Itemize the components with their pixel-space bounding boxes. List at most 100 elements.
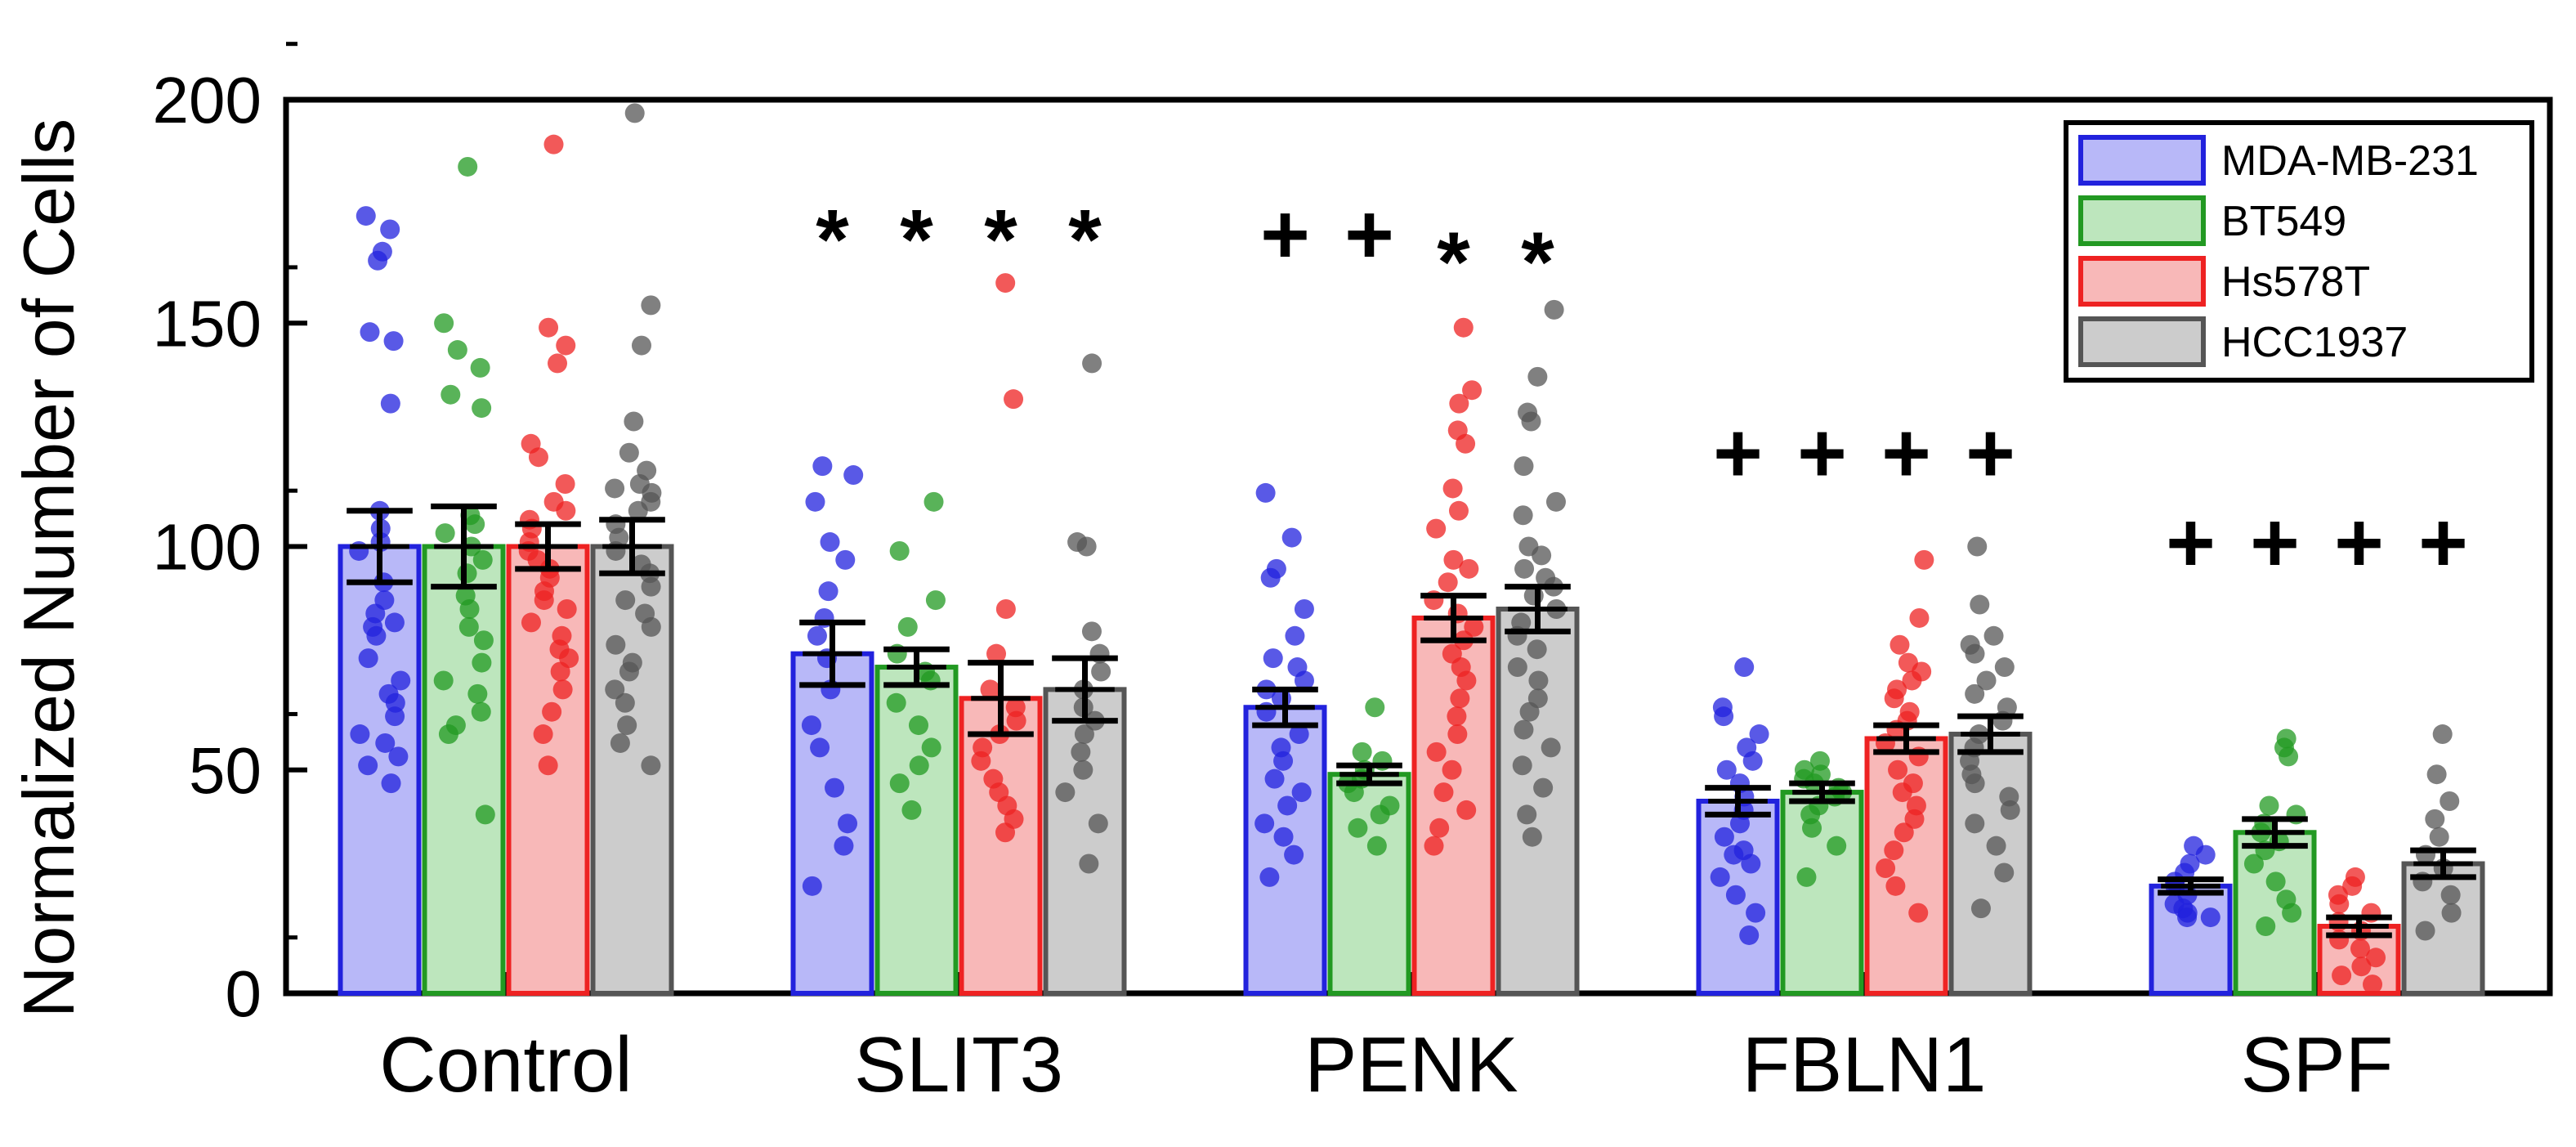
data-point [1970, 898, 1991, 919]
data-point [375, 733, 396, 753]
data-point [1456, 433, 1476, 454]
data-point [1741, 854, 1761, 874]
significance-marker: * [900, 193, 933, 288]
data-point [986, 643, 1007, 664]
data-point [1527, 366, 1548, 387]
data-point [1894, 822, 1914, 843]
bar-hs578t-penk [1411, 615, 1496, 996]
data-point [2000, 800, 2020, 820]
data-point [1071, 742, 1091, 762]
data-point [1076, 536, 1097, 557]
data-point [605, 679, 625, 700]
data-point [1970, 594, 1990, 615]
data-point [810, 737, 830, 758]
data-point [995, 599, 1016, 620]
data-point [521, 612, 541, 633]
data-point [1908, 903, 1929, 923]
data-point [1433, 782, 1454, 803]
data-point [1541, 737, 1561, 758]
data-point [465, 514, 485, 535]
legend-label-hs578t: Hs578T [2221, 258, 2370, 306]
x-tick-label-control: Control [379, 1021, 632, 1109]
data-point [2366, 948, 2386, 968]
data-point [384, 612, 405, 633]
data-point [838, 813, 858, 834]
significance-marker: * [1068, 193, 1102, 288]
data-point [1904, 809, 1925, 829]
data-point [1967, 536, 1988, 557]
data-point [1527, 639, 1547, 660]
x-tick-label-penk: PENK [1304, 1021, 1518, 1109]
data-point [1514, 456, 1534, 477]
data-point [1091, 661, 1111, 682]
data-point [615, 590, 636, 611]
significance-marker: * [1437, 215, 1470, 310]
data-point [2200, 907, 2220, 928]
data-point [897, 616, 918, 637]
data-point [1746, 903, 1766, 923]
data-point [1082, 353, 1102, 374]
data-point [980, 679, 1000, 700]
data-point [472, 549, 493, 570]
data-point [924, 491, 944, 512]
data-point [557, 599, 577, 620]
data-point [1260, 567, 1281, 588]
data-point [805, 491, 825, 512]
data-point [834, 836, 854, 856]
data-point [606, 634, 626, 655]
data-point [1259, 867, 1280, 887]
significance-marker: + [2166, 495, 2216, 590]
data-point [1876, 858, 1896, 878]
data-point [1512, 755, 1532, 776]
data-point [1742, 750, 1763, 771]
data-point [381, 773, 401, 794]
data-point [1263, 648, 1283, 669]
data-point [1285, 625, 1305, 646]
data-point [1438, 572, 1458, 593]
data-point [1716, 759, 1737, 780]
data-point [2195, 845, 2216, 865]
data-point [534, 590, 554, 611]
data-point [1994, 862, 2015, 883]
data-point [2243, 854, 2264, 874]
significance-marker: + [2250, 495, 2300, 590]
data-point [528, 447, 548, 468]
data-point [1294, 599, 1314, 620]
data-point [1273, 750, 1294, 771]
bar-mda-mb-231-slit3 [790, 651, 874, 996]
legend-swatch-mda-mb-231 [2078, 135, 2206, 186]
data-point [1885, 876, 1906, 896]
data-point [368, 250, 388, 271]
data-point [471, 701, 491, 722]
data-point [548, 353, 568, 374]
data-point [2259, 795, 2279, 816]
data-point [1291, 782, 1312, 803]
data-point [909, 755, 929, 776]
data-point [1514, 558, 1535, 579]
data-point [1456, 670, 1477, 691]
data-point [383, 331, 404, 352]
x-tick-label-fbln1: FBLN1 [1742, 1021, 1987, 1109]
data-point [2363, 975, 2383, 995]
significance-marker: + [2334, 495, 2384, 590]
legend-swatch-hcc1937 [2078, 316, 2206, 367]
data-point [835, 549, 856, 570]
significance-marker: * [816, 193, 849, 288]
data-point [886, 692, 906, 713]
data-point [1281, 527, 1302, 548]
data-point [1289, 724, 1309, 745]
data-point [812, 456, 833, 477]
data-point [533, 724, 553, 745]
data-point [1514, 719, 1534, 740]
significance-marker: + [1260, 187, 1310, 282]
data-point [1344, 782, 1364, 803]
y-tick-label: 100 [153, 511, 262, 584]
data-point [1888, 759, 1908, 780]
significance-marker: + [1881, 406, 1931, 501]
data-point [624, 103, 645, 123]
data-point [2282, 903, 2302, 923]
data-point [556, 335, 576, 356]
data-point [366, 625, 387, 646]
data-point [1294, 670, 1314, 691]
